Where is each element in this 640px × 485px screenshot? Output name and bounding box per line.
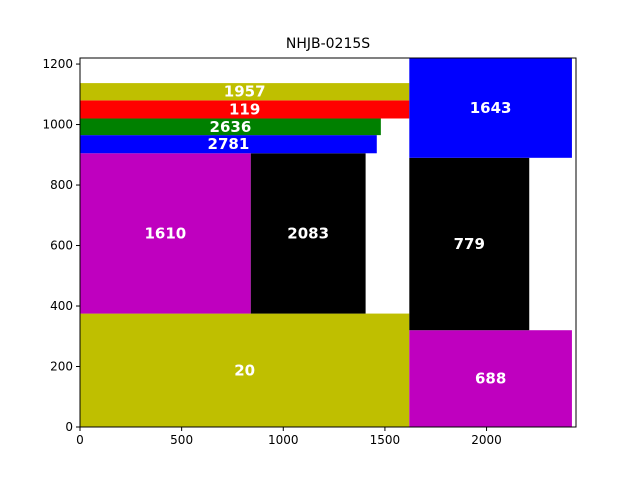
treemap-rect-20 [80,313,410,427]
plot-frame [79,57,577,428]
treemap-rect-2781 [80,135,377,154]
x-tick-label: 1500 [370,433,401,447]
rect-label-1643: 1643 [470,99,512,117]
rects-layer [80,58,572,427]
y-tick-label: 0 [65,420,73,434]
y-tick-label: 1200 [42,57,73,71]
treemap-rect-1610 [80,153,251,314]
chart-title: NHJB-0215S [286,36,370,52]
treemap-rect-688 [409,330,572,427]
x-tick-label: 2000 [471,433,502,447]
treemap-rect-2636 [80,118,381,136]
rect-label-1610: 1610 [145,224,187,242]
rect-label-2781: 2781 [208,135,250,153]
y-tick-label: 600 [50,239,73,253]
rect-label-688: 688 [475,370,506,388]
x-tick-label: 1000 [268,433,299,447]
treemap-rect-119 [80,100,410,119]
treemap-rect-1957 [80,83,410,101]
x-tick-label: 0 [76,433,84,447]
treemap-rect-2083 [250,153,366,314]
rect-label-1957: 1957 [224,83,266,101]
y-tick-label: 400 [50,299,73,313]
treemap-rect-1643 [409,58,572,158]
y-tick-label: 800 [50,178,73,192]
rect-label-20: 20 [234,361,255,379]
y-tick-label: 200 [50,360,73,374]
treemap-rect-779 [409,157,530,331]
y-axis: 0 200 400 600 800 1000 1200 [42,57,80,434]
y-tick-label: 1000 [42,118,73,132]
rect-label-779: 779 [454,235,485,253]
rect-label-119: 119 [229,100,260,118]
x-tick-label: 500 [170,433,193,447]
rect-label-2083: 2083 [287,224,329,242]
x-axis: 0 500 1000 1500 2000 [76,427,502,447]
rect-label-2636: 2636 [210,118,252,136]
